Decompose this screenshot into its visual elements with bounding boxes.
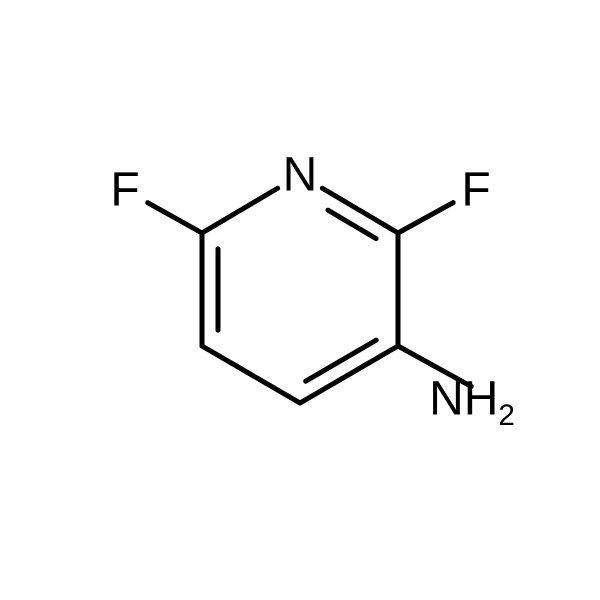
bond <box>202 188 278 233</box>
bond <box>306 340 377 381</box>
bond <box>202 346 300 403</box>
bond <box>398 346 471 386</box>
molecule-diagram: NFNH2F <box>0 0 600 600</box>
bond <box>148 203 202 233</box>
bond <box>322 188 398 233</box>
bond <box>398 203 453 233</box>
bond-layer <box>0 0 600 600</box>
